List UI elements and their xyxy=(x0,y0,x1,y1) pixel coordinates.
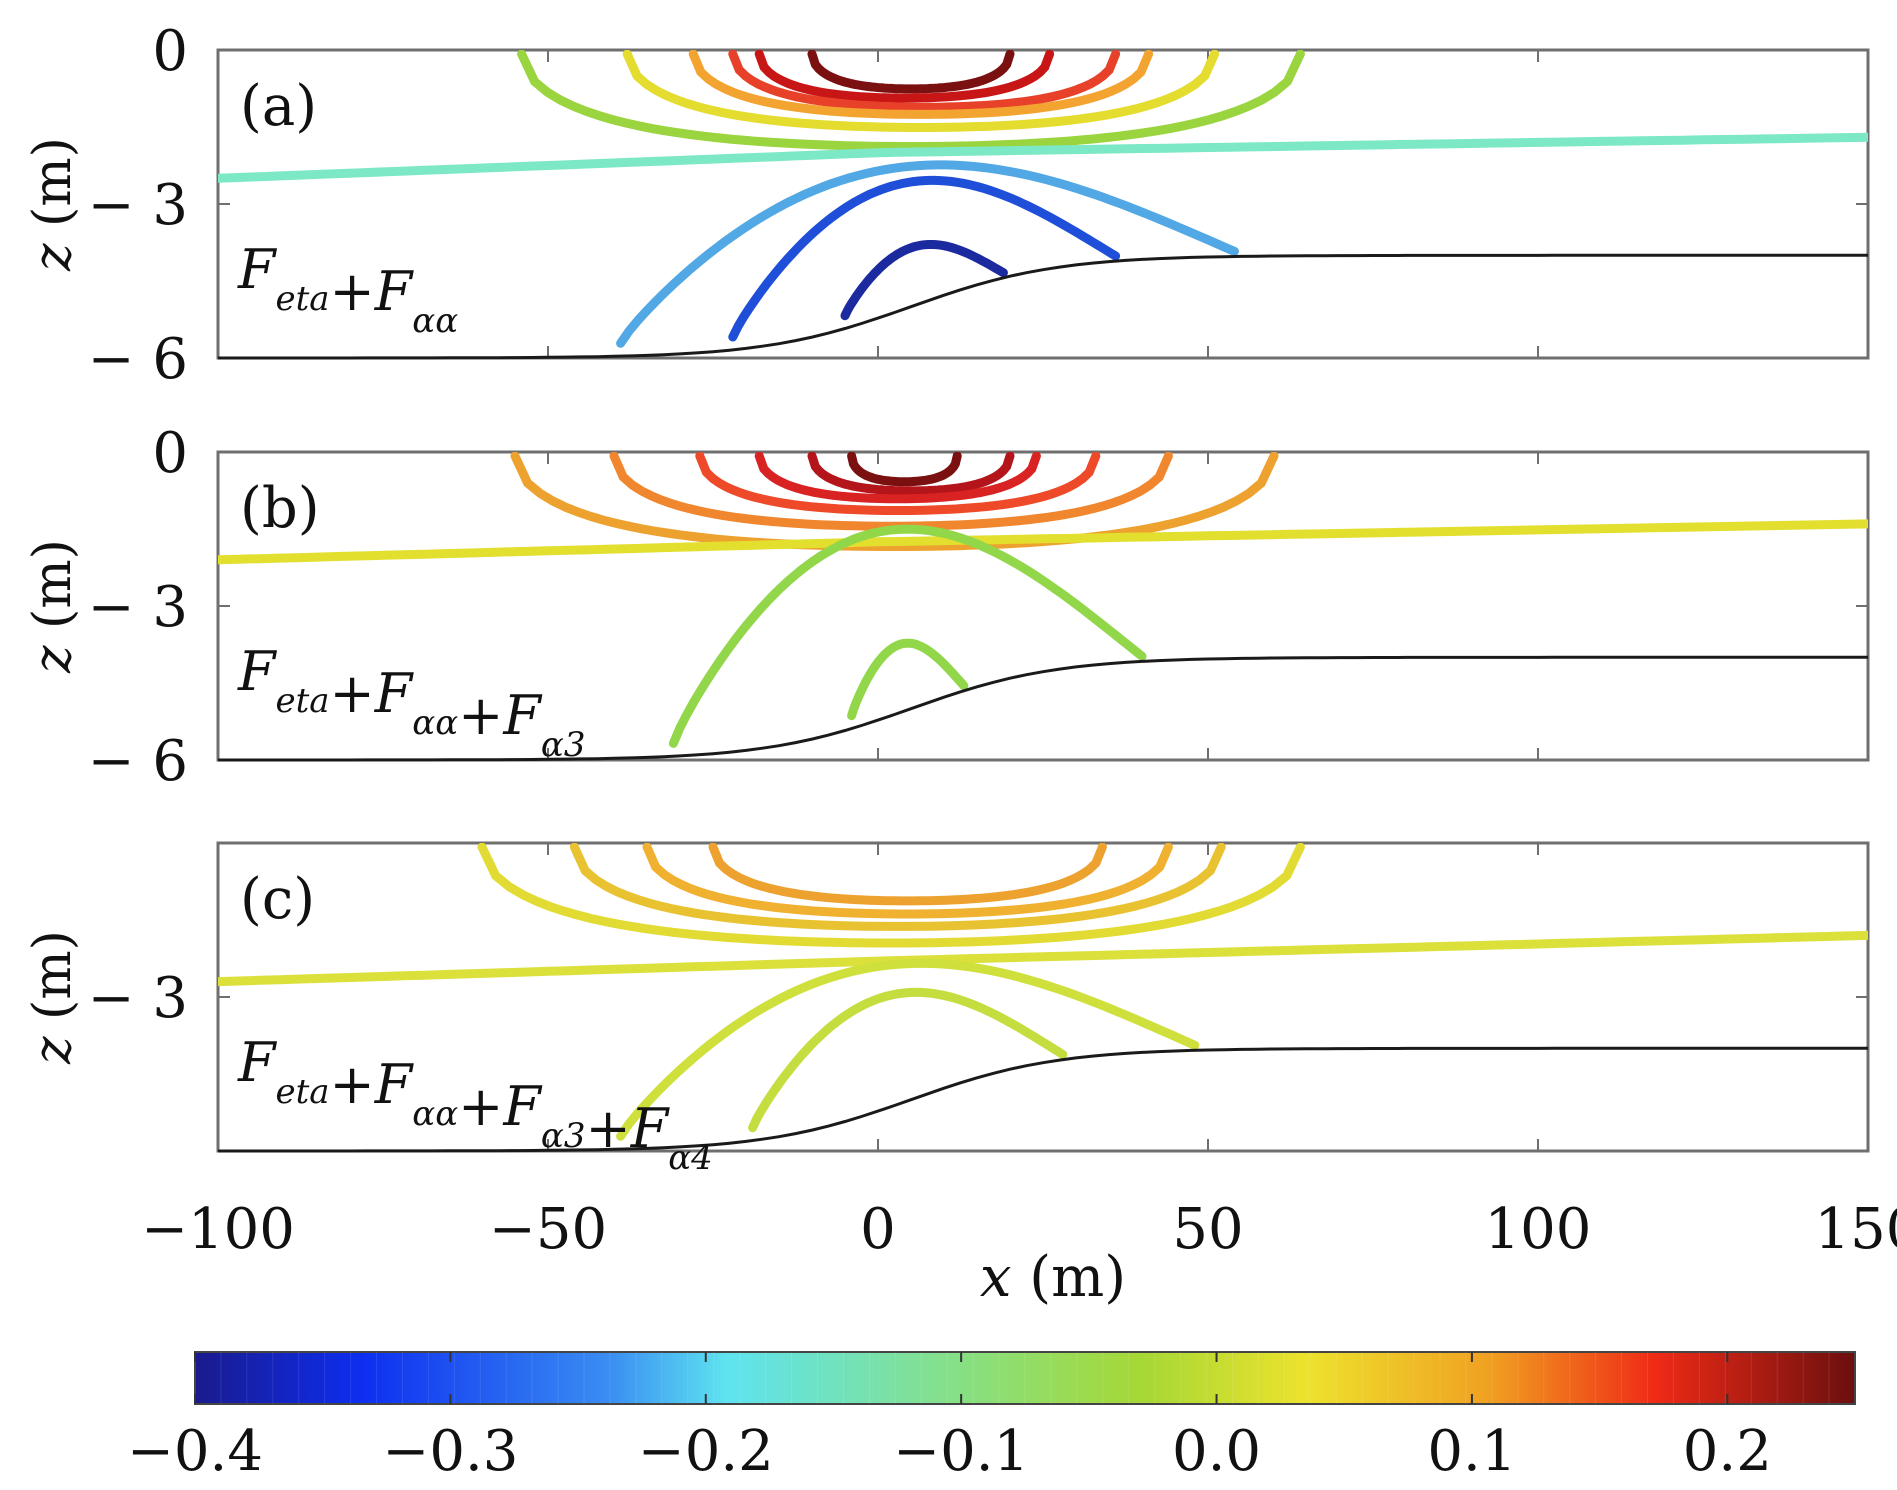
y-axis-label-var: z xyxy=(23,645,83,674)
y-tick-label: 0 xyxy=(152,19,188,84)
contour-line xyxy=(840,240,1008,321)
term-subscript: α3 xyxy=(541,1116,586,1156)
panel-label: (c) xyxy=(240,867,315,932)
term-label: Feta+Fαα xyxy=(237,238,458,341)
y-tick-label: 0 xyxy=(152,421,188,486)
contour-line xyxy=(517,50,1305,151)
colorbar-tick-label: −0.4 xyxy=(127,1419,263,1484)
y-tick-label: − 3 xyxy=(88,966,188,1031)
contour-line xyxy=(754,452,1041,504)
contour-line xyxy=(616,160,1239,348)
term-subscript: αα xyxy=(412,1094,458,1134)
term-subscript: eta xyxy=(275,1072,329,1112)
contour-line xyxy=(218,519,1868,565)
term-label: Feta+Fαα+Fα3+Fα4 xyxy=(237,1031,713,1178)
term-subscript: α3 xyxy=(541,725,586,765)
contour-line xyxy=(708,843,1107,906)
term-subscript: eta xyxy=(275,279,329,319)
contour-line xyxy=(748,987,1068,1133)
y-axis-label-var: z xyxy=(23,243,83,272)
panel-c: − 3z (m)(c)Feta+Fαα+Fα3+Fα4 xyxy=(23,841,1870,1178)
y-axis-label-unit: (m) xyxy=(23,137,83,243)
y-axis-label-var: z xyxy=(23,1036,83,1065)
term-subscript: eta xyxy=(275,681,329,721)
colorbar-tick-label: 0.2 xyxy=(1683,1419,1772,1484)
bottom-profile xyxy=(218,655,1868,762)
colorbar-tick-label: 0.0 xyxy=(1172,1419,1261,1484)
term-subscript: αα xyxy=(412,301,458,341)
x-tick-label: −100 xyxy=(141,1197,295,1262)
contour-line xyxy=(477,843,1305,948)
panel-label: (b) xyxy=(240,476,320,541)
x-axis: −100 −50 0 50 100 150 x (m) xyxy=(141,1197,1897,1310)
contour-line xyxy=(510,452,1279,551)
panel-b: 0− 3− 6z (m)(b)Feta+Fαα+Fα3 xyxy=(23,421,1870,794)
contour-line xyxy=(622,50,1220,132)
term-subscript: α4 xyxy=(668,1138,713,1178)
y-axis-label: z (m) xyxy=(23,539,83,674)
colorbar-tick-label: 0.1 xyxy=(1427,1419,1516,1484)
contour-line xyxy=(218,132,1868,183)
contour-line xyxy=(668,524,1147,748)
y-axis-label-unit: (m) xyxy=(23,930,83,1036)
y-tick-label: − 6 xyxy=(88,327,188,392)
contours xyxy=(218,843,1868,1141)
contour-line xyxy=(218,930,1868,987)
contour-line xyxy=(569,843,1226,931)
term-main: +F xyxy=(330,1053,415,1116)
contour-line xyxy=(807,452,1015,496)
term-main: +F xyxy=(330,662,415,725)
colorbar-tick-label: −0.2 xyxy=(638,1419,774,1484)
x-tick-label: −50 xyxy=(489,1197,607,1262)
contour-line xyxy=(847,638,969,721)
y-axis-label: z (m) xyxy=(23,930,83,1065)
y-tick-label: − 6 xyxy=(88,729,188,794)
panel-label: (a) xyxy=(240,74,317,139)
term-main: F xyxy=(237,1031,278,1094)
panel-a: 0− 3− 6z (m)(a)Feta+Fαα xyxy=(23,19,1870,392)
contour-line xyxy=(642,843,1173,919)
term-main: +F xyxy=(458,684,543,747)
contour-line xyxy=(728,175,1121,342)
x-tick-label: 100 xyxy=(1485,1197,1592,1262)
colorbar-tick-label: −0.3 xyxy=(382,1419,518,1484)
contours xyxy=(218,452,1868,748)
bottom-profile xyxy=(218,1046,1868,1153)
contour-line xyxy=(695,452,1101,515)
contour-line xyxy=(807,50,1015,94)
contour-line xyxy=(688,50,1154,119)
contour-line xyxy=(616,958,1200,1141)
term-main: +F xyxy=(330,260,415,323)
term-main: +F xyxy=(458,1075,543,1138)
term-label: Feta+Fαα+Fα3 xyxy=(237,640,585,765)
term-subscript: αα xyxy=(412,703,458,743)
contour-line xyxy=(728,50,1121,112)
x-tick-label: 0 xyxy=(860,1197,896,1262)
x-axis-label-var: x xyxy=(980,1245,1012,1310)
term-main: F xyxy=(237,238,278,301)
term-main: F xyxy=(237,640,278,703)
term-main: +F xyxy=(585,1097,670,1160)
y-tick-label: − 3 xyxy=(88,173,188,238)
y-axis-label-unit: (m) xyxy=(23,539,83,645)
colorbar: −0.4 −0.3 −0.2 −0.1 0.0 0.1 0.2 xyxy=(127,1351,1856,1484)
contour-line xyxy=(847,452,962,487)
contours xyxy=(218,50,1868,348)
bottom-profile xyxy=(218,253,1868,360)
y-tick-label: − 3 xyxy=(88,575,188,640)
x-tick-label: 50 xyxy=(1172,1197,1243,1262)
x-axis-label-unit: (m) xyxy=(1011,1245,1126,1310)
contour-line xyxy=(754,50,1055,103)
x-tick-label: 150 xyxy=(1815,1197,1897,1262)
x-axis-label: x (m) xyxy=(980,1245,1126,1310)
y-axis-label: z (m) xyxy=(23,137,83,272)
colorbar-bar xyxy=(194,1351,1856,1405)
colorbar-tick-label: −0.1 xyxy=(893,1419,1029,1484)
